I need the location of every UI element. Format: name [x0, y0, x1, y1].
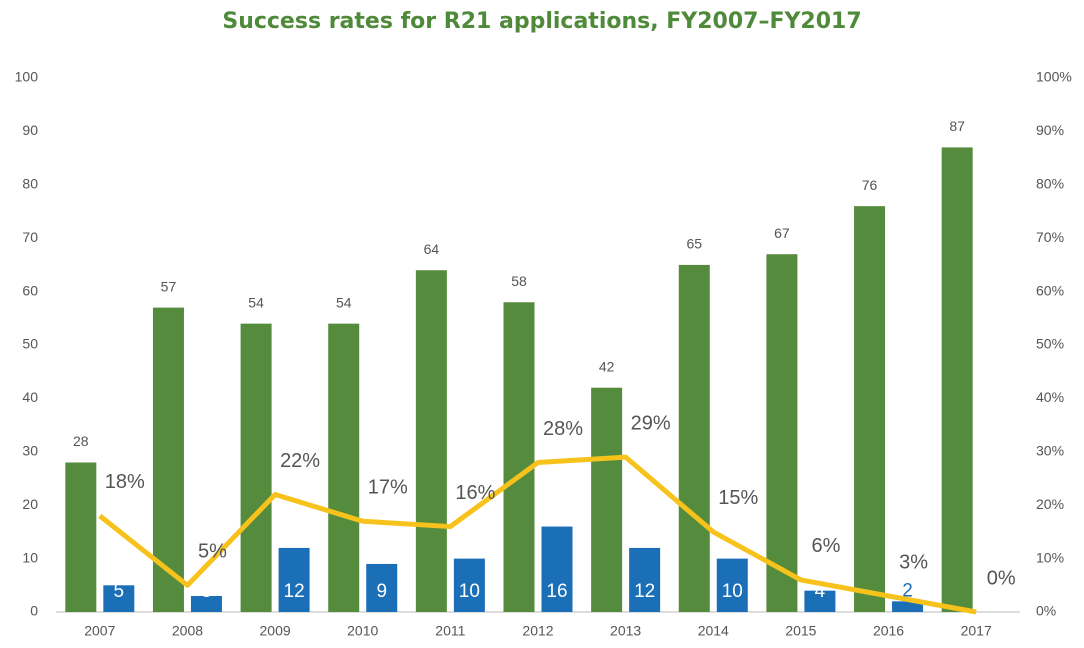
bar: [591, 387, 623, 612]
bar-value-label: 87: [949, 118, 965, 134]
bar-value-label: 64: [424, 241, 440, 257]
y-tick-label: 30: [22, 443, 38, 459]
y-tick-label: 60: [22, 282, 38, 298]
bar-value-label: 10: [722, 581, 743, 602]
y-tick-label: 50: [22, 336, 38, 352]
y-tick-label: 10: [22, 549, 38, 565]
y2-tick-label: 30%: [1036, 443, 1064, 459]
bar-value-label: 67: [774, 225, 790, 241]
line-value-label: 5%: [198, 541, 227, 563]
y-tick-label: 90: [22, 122, 38, 138]
line: [98, 454, 977, 615]
x-tick-label: 2015: [785, 623, 816, 639]
bar-value-label: 54: [336, 294, 352, 310]
line-value-label: 29%: [631, 412, 671, 434]
bar: [240, 323, 272, 612]
bar-value-label: 12: [284, 581, 305, 602]
line-value-label: 0%: [987, 567, 1016, 589]
bar: [892, 601, 924, 612]
x-tick-label: 2014: [698, 623, 729, 639]
bar-value-label: 65: [686, 236, 702, 252]
x-tick-label: 2017: [961, 623, 992, 639]
y2-tick-label: 80%: [1036, 176, 1064, 192]
line-value-label: 16%: [455, 482, 495, 504]
bar: [103, 585, 135, 612]
bar: [804, 590, 836, 612]
bar-value-label: 10: [459, 581, 480, 602]
bar-value-label: 42: [599, 358, 615, 374]
bar: [366, 563, 398, 612]
bar: [328, 323, 360, 612]
line-value-label: 15%: [718, 487, 758, 509]
x-tick-label: 2010: [347, 623, 378, 639]
line-value-label: 18%: [105, 471, 145, 493]
chart-title: Success rates for R21 applications, FY20…: [222, 9, 861, 34]
x-tick-label: 2011: [435, 623, 465, 639]
bar-value-label: 16: [546, 581, 567, 602]
y-tick-label: 20: [22, 496, 38, 512]
bar: [541, 526, 573, 612]
y-tick-label: 70: [22, 229, 38, 245]
line-value-label: 6%: [811, 535, 840, 557]
y2-tick-label: 70%: [1036, 229, 1064, 245]
bar-value-label: 4: [815, 581, 826, 602]
line-value-label: 28%: [543, 418, 583, 440]
y2-tick-label: 60%: [1036, 282, 1064, 298]
x-tick-label: 2009: [260, 623, 291, 639]
x-tick-label: 2008: [172, 623, 203, 639]
bar: [65, 462, 97, 612]
bar: [278, 547, 310, 612]
bar-value-label: 57: [161, 278, 177, 294]
bar: [941, 147, 973, 613]
bar: [152, 307, 184, 612]
line-value-label: 17%: [368, 477, 408, 499]
y2-tick-label: 50%: [1036, 336, 1064, 352]
x-tick-label: 2007: [84, 623, 115, 639]
line-value-label: 22%: [280, 450, 320, 472]
bar-value-label: 58: [511, 273, 527, 289]
bar-value-label: 2: [902, 580, 913, 601]
bar-value-label: 9: [376, 581, 387, 602]
bar: [190, 595, 222, 612]
bar: [716, 558, 748, 612]
y-tick-label: 0: [30, 603, 38, 619]
y-tick-label: 40: [22, 389, 38, 405]
bar: [503, 302, 535, 612]
bar-value-label: 12: [634, 581, 655, 602]
bar-value-label: 5: [114, 581, 125, 602]
x-tick-label: 2013: [610, 623, 641, 639]
y-tick-label: 80: [22, 176, 38, 192]
bar-value-label: 76: [862, 177, 878, 193]
bar-value-label: 3: [201, 581, 212, 602]
bar: [678, 264, 710, 612]
bar: [854, 206, 886, 612]
y2-tick-label: 20%: [1036, 496, 1064, 512]
y2-tick-label: 40%: [1036, 389, 1064, 405]
bar: [629, 547, 661, 612]
bar: [453, 558, 485, 612]
x-tick-label: 2012: [522, 623, 553, 639]
y2-tick-label: 10%: [1036, 549, 1064, 565]
y-tick-label: 100: [15, 69, 39, 85]
bar-value-label: 28: [73, 433, 89, 449]
bar: [766, 254, 798, 612]
x-tick-label: 2016: [873, 623, 904, 639]
bar: [415, 270, 447, 612]
y2-tick-label: 100%: [1036, 69, 1072, 85]
line-value-label: 3%: [899, 551, 928, 573]
y2-tick-label: 0%: [1036, 603, 1056, 619]
bar-value-label: 54: [248, 294, 264, 310]
y2-tick-label: 90%: [1036, 122, 1064, 138]
